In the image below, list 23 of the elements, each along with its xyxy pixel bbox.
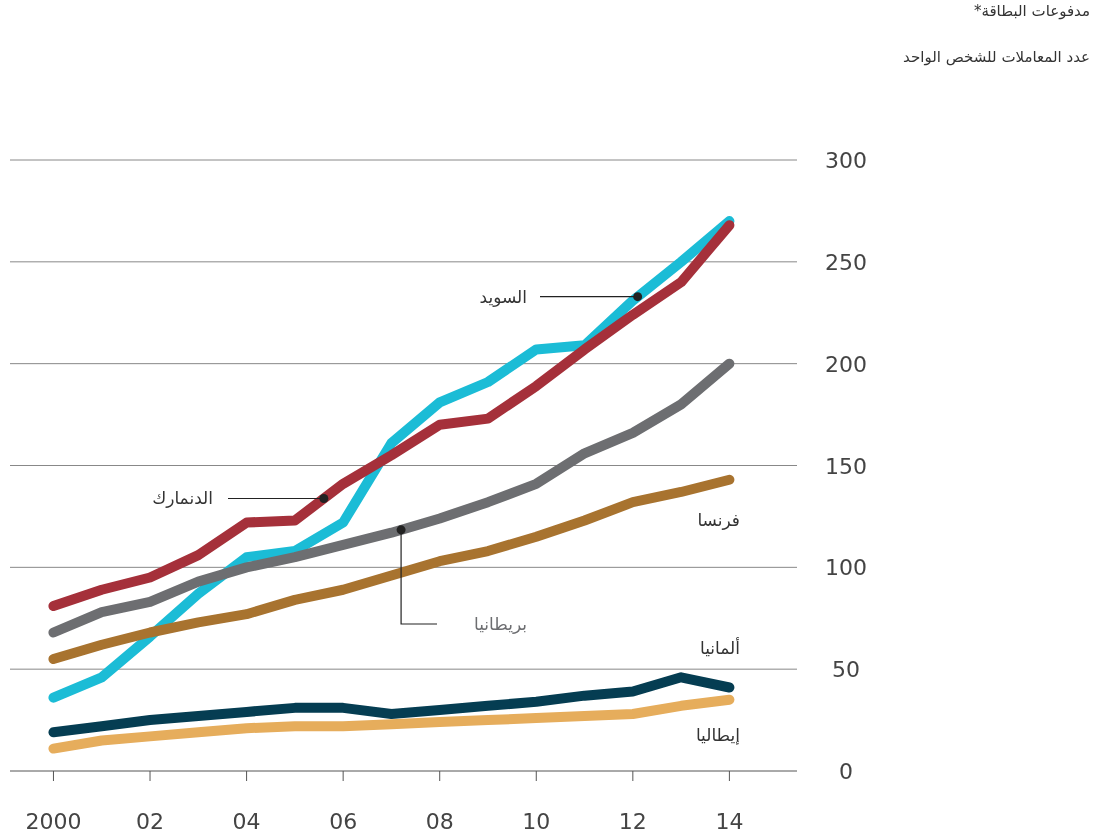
- xtick: 12: [618, 809, 647, 834]
- series-label: إيطاليا: [695, 725, 740, 745]
- ytick: 50: [832, 657, 860, 683]
- title: مدفوعات البطاقة*: [973, 2, 1090, 20]
- series-label: بريطانيا: [474, 614, 527, 634]
- xtick: 06: [329, 809, 358, 834]
- xtick: 04: [232, 809, 261, 834]
- xtick: 14: [715, 809, 744, 834]
- xtick: 08: [425, 809, 454, 834]
- ytick: 250: [825, 249, 867, 275]
- ytick: 100: [825, 555, 867, 581]
- ytick: 150: [825, 453, 867, 479]
- ytick: 0: [839, 759, 853, 784]
- xtick: 02: [136, 809, 164, 834]
- series-label: الدنمارك: [152, 488, 213, 509]
- subtitle: عدد المعاملات للشخص الواحد: [903, 48, 1090, 66]
- xtick: 10: [522, 809, 551, 834]
- xtick: 2000: [25, 809, 82, 834]
- series-label: ألمانيا: [700, 638, 740, 658]
- ytick: 200: [825, 351, 867, 377]
- series-label: فرنسا: [697, 510, 740, 530]
- series-label: السويد: [479, 286, 527, 307]
- ytick: 300: [825, 148, 867, 173]
